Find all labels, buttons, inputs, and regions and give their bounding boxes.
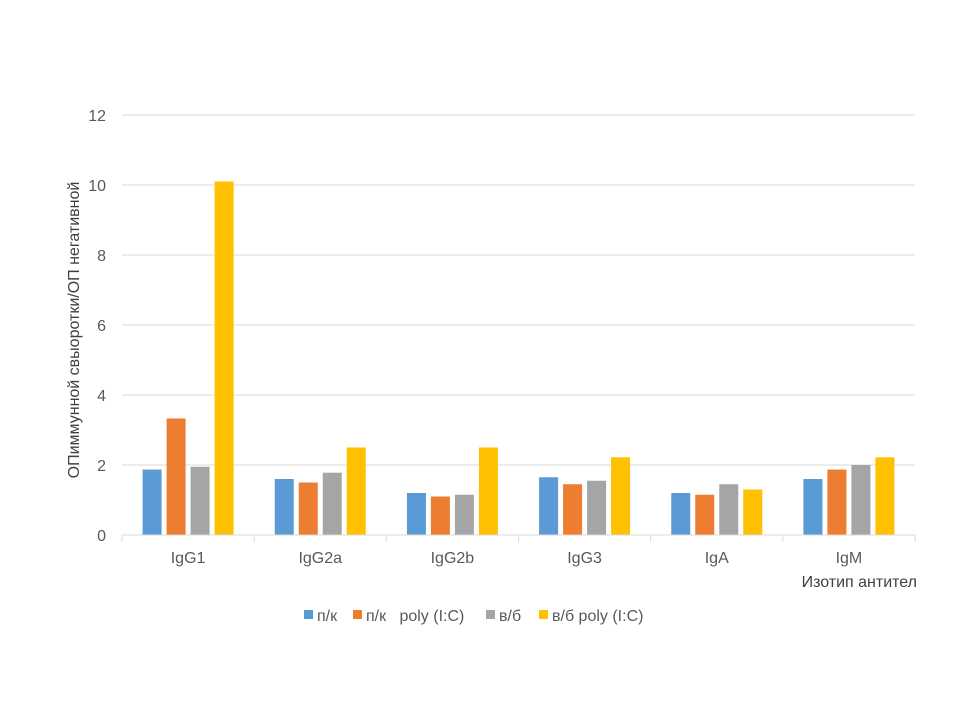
x-category-label: IgG2a	[298, 550, 342, 567]
bar-IgG2b-2	[430, 496, 450, 535]
bar-IgM-4	[875, 457, 895, 535]
legend-swatch	[353, 610, 362, 619]
y-axis-title: ОПиммунной свыоротки/ОП негативной	[66, 182, 83, 479]
bar-IgG2a-1	[274, 479, 294, 535]
legend-label: в/б	[499, 608, 521, 625]
y-tick-label: 6	[97, 318, 106, 335]
bar-IgG2a-2	[298, 482, 318, 535]
bar-IgG2a-3	[322, 472, 342, 535]
y-tick-label: 2	[97, 458, 106, 475]
bar-IgG2b-1	[406, 493, 426, 535]
y-tick-label: 4	[97, 388, 106, 405]
x-category-label: IgG3	[567, 550, 602, 567]
bar-IgA-4	[743, 489, 763, 535]
x-category-label: IgA	[705, 550, 729, 567]
bar-IgA-3	[719, 484, 739, 535]
bar-IgG3-3	[587, 480, 607, 535]
legend-swatch	[539, 610, 548, 619]
bar-IgA-1	[671, 493, 691, 535]
legend-swatch	[486, 610, 495, 619]
bar-IgG1-1	[142, 469, 162, 535]
legend-label: в/б poly (I:C)	[552, 608, 643, 625]
bar-IgG3-2	[563, 484, 583, 535]
bar-IgG1-3	[190, 466, 210, 535]
bar-IgG2a-4	[346, 447, 366, 535]
legend: п/к п/к poly (I:C) в/б в/б poly (I:C)	[304, 608, 643, 625]
legend-label: п/к	[317, 608, 338, 625]
y-tick-label: 0	[97, 528, 106, 545]
bar-IgM-1	[803, 479, 823, 535]
bar-IgG3-4	[611, 457, 631, 535]
bar-IgG1-4	[214, 181, 234, 535]
y-axis-ticks: 0 2 4 6 8 10 12	[88, 108, 106, 545]
y-tick-label: 12	[88, 108, 106, 125]
bar-IgA-2	[695, 494, 715, 535]
legend-swatch	[304, 610, 313, 619]
legend-label: п/к poly (I:C)	[366, 608, 464, 625]
bars	[142, 181, 895, 535]
x-category-label: IgM	[836, 550, 863, 567]
bar-IgG2b-3	[454, 494, 474, 535]
y-tick-label: 8	[97, 248, 106, 265]
bar-IgM-2	[827, 469, 847, 535]
x-category-label: IgG2b	[431, 550, 475, 567]
y-tick-label: 10	[88, 178, 106, 195]
bar-IgG2b-4	[478, 447, 498, 535]
gridlines	[122, 114, 915, 466]
x-axis-categories: IgG1 IgG2a IgG2b IgG3 IgA IgM	[121, 535, 916, 567]
bar-IgG3-1	[539, 477, 559, 535]
bar-IgM-3	[851, 465, 871, 535]
bar-IgG1-2	[166, 418, 186, 535]
x-axis-title: Изотип антител	[802, 574, 917, 591]
x-category-label: IgG1	[171, 550, 206, 567]
